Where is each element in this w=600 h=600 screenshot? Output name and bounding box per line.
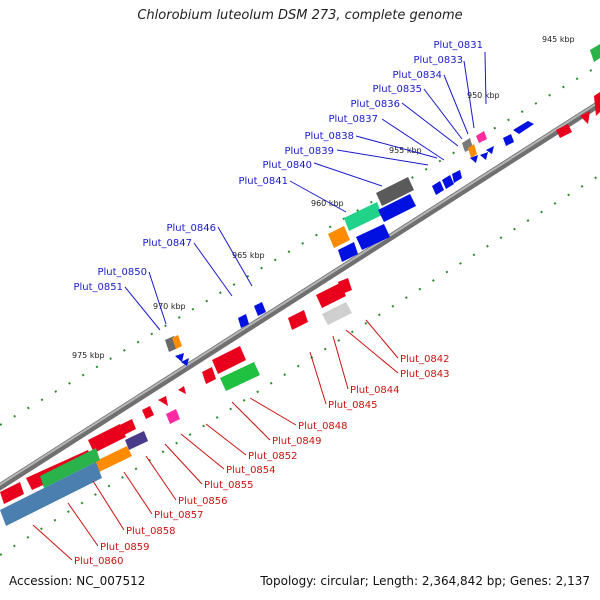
gene-label-plut-0855: Plut_0855	[204, 480, 254, 491]
gene-label-plut-0857: Plut_0857	[154, 510, 204, 521]
gene-label-plut-0854: Plut_0854	[226, 465, 276, 476]
genome-summary-text: Topology: circular; Length: 2,364,842 bp…	[260, 574, 590, 588]
gene-label-plut-0845: Plut_0845	[328, 400, 378, 411]
gene-forward	[175, 353, 184, 362]
reverse-leaders	[32, 319, 399, 561]
gene-label-plut-0843: Plut_0843	[400, 369, 450, 380]
tick-label-945: 945 kbp	[542, 35, 575, 44]
gene-forward	[476, 131, 487, 143]
gene-label-plut-0841: Plut_0841	[238, 176, 288, 187]
forward-genes	[165, 44, 600, 366]
gene-reverse	[220, 362, 260, 391]
map-title: Chlorobium luteolum DSM 273, complete ge…	[137, 8, 463, 23]
gene-label-plut-0848: Plut_0848	[298, 421, 348, 432]
gene-reverse	[166, 409, 180, 424]
forward-leaders	[124, 51, 487, 331]
gene-reverse	[288, 310, 308, 330]
gene-label-plut-0858: Plut_0858	[126, 526, 176, 537]
gene-label-plut-0833: Plut_0833	[413, 55, 463, 66]
gene-label-plut-0831: Plut_0831	[433, 40, 483, 51]
gene-label-plut-0837: Plut_0837	[328, 114, 378, 125]
reverse-gene-labels: Plut_0842 Plut_0843 Plut_0844 Plut_0845 …	[74, 354, 450, 567]
gene-label-plut-0852: Plut_0852	[248, 451, 298, 462]
gene-reverse	[338, 278, 352, 294]
tick-label-955: 955 kbp	[389, 146, 422, 155]
gene-label-plut-0835: Plut_0835	[372, 84, 422, 95]
gene-forward	[452, 170, 462, 183]
gene-forward	[378, 194, 416, 222]
gene-label-plut-0851: Plut_0851	[73, 282, 123, 293]
gene-label-plut-0856: Plut_0856	[178, 496, 228, 507]
gene-label-plut-0860: Plut_0860	[74, 556, 124, 567]
tick-label-970: 970 kbp	[153, 302, 186, 311]
gene-reverse	[316, 283, 346, 308]
genome-backbone	[0, 99, 600, 491]
gene-reverse	[556, 124, 572, 138]
gene-forward	[503, 134, 514, 146]
gene-forward	[468, 144, 477, 158]
gene-label-plut-0844: Plut_0844	[350, 385, 400, 396]
gene-reverse	[142, 406, 154, 419]
gene-label-plut-0834: Plut_0834	[392, 70, 442, 81]
gene-reverse	[158, 396, 168, 406]
gene-reverse	[88, 424, 126, 453]
gene-forward	[328, 226, 350, 248]
tick-label-960: 960 kbp	[311, 199, 344, 208]
gene-reverse	[118, 419, 136, 436]
accession-text: Accession: NC_007512	[9, 574, 146, 588]
tick-label-965: 965 kbp	[232, 251, 265, 260]
gene-label-plut-0840: Plut_0840	[262, 160, 312, 171]
gene-forward	[376, 177, 414, 206]
gene-reverse	[594, 92, 600, 116]
gene-label-plut-0838: Plut_0838	[304, 131, 354, 142]
gene-label-plut-0842: Plut_0842	[400, 354, 450, 365]
gene-forward	[432, 181, 444, 195]
gene-reverse	[212, 346, 246, 374]
gene-reverse	[0, 482, 24, 504]
gene-forward	[513, 121, 534, 134]
gene-reverse	[322, 302, 352, 325]
gene-forward	[181, 358, 189, 366]
gene-reverse	[178, 386, 186, 394]
tick-label-950: 950 kbp	[467, 91, 500, 100]
gene-reverse	[0, 462, 102, 526]
forward-gene-labels: Plut_0831 Plut_0833 Plut_0834 Plut_0835 …	[73, 40, 483, 293]
gene-forward	[338, 242, 358, 262]
gene-forward	[480, 152, 488, 160]
gene-label-plut-0839: Plut_0839	[284, 146, 334, 157]
gene-reverse	[202, 367, 216, 384]
gene-reverse	[40, 448, 100, 488]
gene-label-plut-0849: Plut_0849	[272, 436, 322, 447]
gene-label-plut-0859: Plut_0859	[100, 542, 150, 553]
gene-label-plut-0836: Plut_0836	[350, 99, 400, 110]
gene-forward	[442, 175, 454, 189]
gene-forward	[238, 314, 249, 328]
gene-reverse	[125, 431, 148, 450]
tick-label-975: 975 kbp	[72, 351, 105, 360]
gene-reverse	[580, 111, 590, 124]
gene-forward	[172, 335, 182, 349]
gene-reverse	[94, 446, 132, 472]
gene-forward	[254, 302, 266, 316]
gene-label-plut-0846: Plut_0846	[166, 223, 216, 234]
gene-label-plut-0847: Plut_0847	[142, 238, 192, 249]
gene-forward	[486, 146, 494, 154]
gene-forward	[590, 44, 600, 62]
kbp-tick-labels: 945 kbp 950 kbp 955 kbp 960 kbp 965 kbp …	[72, 35, 575, 360]
gene-forward	[470, 155, 478, 163]
gene-forward	[356, 224, 390, 250]
gene-label-plut-0850: Plut_0850	[97, 267, 147, 278]
reverse-genes	[0, 92, 600, 526]
gene-forward	[344, 202, 382, 231]
